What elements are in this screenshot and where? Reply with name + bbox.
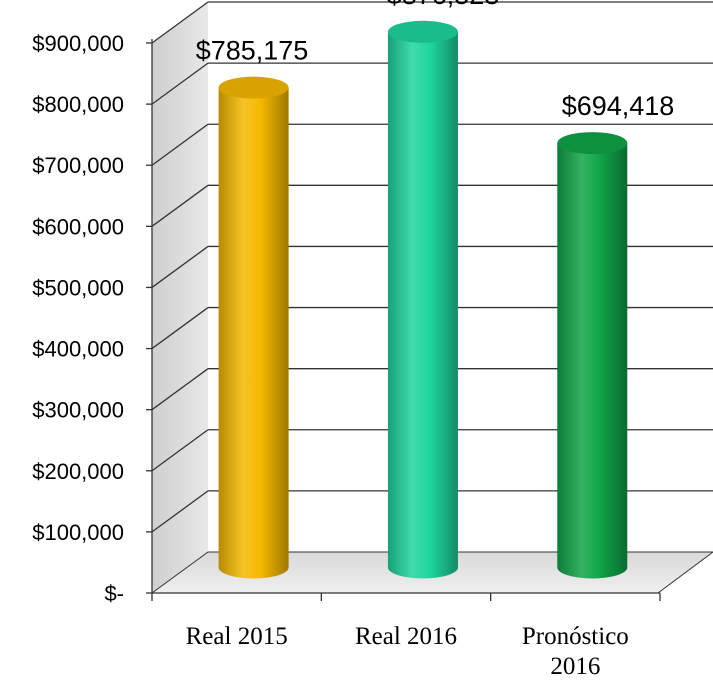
gridline-wall: [151, 123, 209, 166]
bar-body: [387, 31, 458, 579]
bar-body: [218, 87, 289, 579]
data-label: $876,523: [387, 0, 500, 10]
bar-1: [218, 76, 289, 579]
gridline-wall: [151, 368, 209, 411]
y-tick-label: $900,000: [32, 31, 124, 56]
y-tick-label: $100,000: [32, 520, 124, 545]
x-tick-label: Real 2016: [355, 623, 457, 650]
x-tick-label: Real 2015: [186, 623, 288, 650]
data-label: $785,175: [196, 36, 309, 66]
side-wall: [152, 2, 208, 593]
y-tick-label: $600,000: [32, 214, 124, 239]
y-tick-label: $500,000: [32, 275, 124, 300]
gridline-wall: [151, 490, 209, 533]
data-label: $694,418: [562, 91, 675, 121]
y-tick-label: $300,000: [32, 398, 124, 423]
x-tick-label: 2016: [550, 653, 600, 680]
y-tick-label: $200,000: [32, 459, 124, 484]
labels: $- $100,000 $200,000 $300,000 $400,000 $500,0…: [32, 0, 674, 680]
y-tick-label: $700,000: [32, 153, 124, 178]
gridline-wall: [151, 245, 209, 288]
y-tick-label: $-: [104, 581, 124, 606]
bar-top: [387, 20, 458, 43]
gridline-wall: [151, 1, 209, 44]
bar-2: [387, 20, 458, 579]
gridline-wall: [151, 429, 209, 472]
gridline-wall: [151, 184, 209, 227]
bar-3: [557, 132, 628, 579]
bars: [218, 20, 628, 579]
y-tick-label: $400,000: [32, 337, 124, 362]
bar-top: [557, 132, 628, 155]
bar-top: [218, 76, 289, 99]
y-tick-label: $800,000: [32, 92, 124, 117]
gridline-wall: [151, 307, 209, 350]
x-tick-label: Pronóstico: [522, 623, 629, 650]
bar-body: [557, 143, 628, 579]
gridline-wall: [151, 62, 209, 105]
